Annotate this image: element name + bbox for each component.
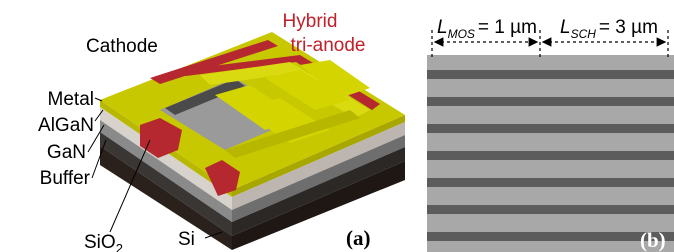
metal-label: Metal (48, 89, 94, 110)
si-label: Si (178, 229, 195, 250)
gan-label: GaN (47, 142, 86, 163)
stripe (427, 232, 674, 241)
panel-tag: (a) (346, 226, 371, 250)
buffer-label: Buffer (40, 168, 91, 189)
stripe (427, 124, 674, 133)
sem-image (427, 55, 674, 252)
panel-tag: (b) (640, 228, 666, 252)
stripe (427, 151, 674, 160)
subscript: MOS (448, 27, 475, 41)
text: = 1 µm (478, 17, 537, 38)
subscript: 2 (116, 241, 123, 252)
stripe (427, 205, 674, 214)
text: = 3 µm (599, 17, 658, 38)
symbol: L (437, 17, 448, 38)
anode-label: tri-anode (291, 35, 366, 56)
stripe (427, 97, 674, 106)
device-schematic (88, 32, 405, 250)
algan-label: AlGaN (38, 115, 94, 136)
sio2-label: SiO2 (84, 232, 123, 252)
cathode-label: Cathode (86, 36, 158, 57)
lmos-label: LMOS= 1 µm (437, 17, 537, 41)
lsch-label: LSCH= 3 µm (560, 17, 658, 41)
anode-label: Hybrid (283, 11, 338, 32)
symbol: L (560, 17, 571, 38)
text: SiO (84, 232, 116, 252)
subscript: SCH (571, 27, 597, 41)
figure: Cathode Hybrid tri-anode Metal AlGaN GaN… (0, 0, 674, 252)
stripe (427, 178, 674, 187)
stripe (427, 70, 674, 79)
